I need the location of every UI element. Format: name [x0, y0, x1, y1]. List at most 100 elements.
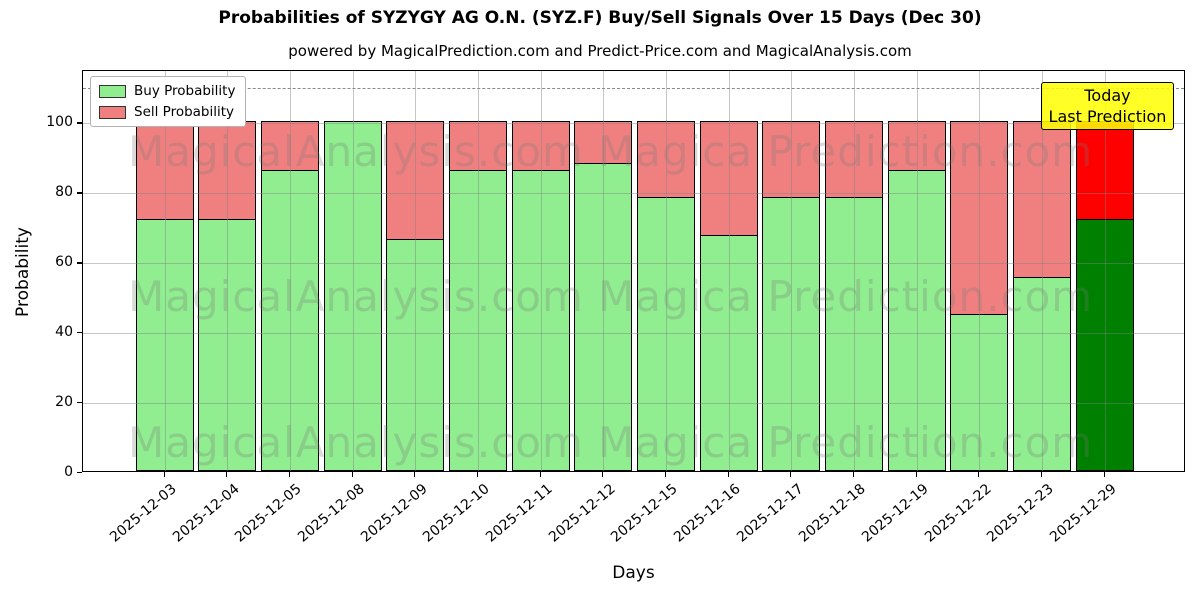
- bar-sell: [950, 121, 1009, 315]
- bar-sell: [887, 121, 946, 172]
- dashed-reference-line: [83, 88, 1184, 90]
- x-tick-label: 2025-12-16: [671, 481, 744, 546]
- y-tick-mark: [77, 262, 82, 264]
- y-gridline: [83, 263, 1184, 265]
- y-tick-label: 60: [55, 254, 73, 271]
- x-tick-mark: [539, 472, 541, 477]
- bar-buy: [762, 196, 821, 471]
- y-tick-label: 40: [55, 324, 73, 341]
- watermark-magicaprediction: Magica Prediction.com: [598, 272, 1094, 321]
- watermark-magicalanalysis: MagicalAnalysis.com: [128, 272, 584, 321]
- x-axis-title: Days: [612, 563, 655, 583]
- bar-sell-today: [1075, 121, 1134, 221]
- bar-sell: [762, 121, 821, 198]
- x-tick-mark: [664, 472, 667, 477]
- x-gridline: [227, 71, 229, 471]
- bar-buy: [198, 219, 257, 471]
- x-tick-label: 2025-12-10: [420, 481, 494, 546]
- x-tick-mark: [163, 472, 165, 477]
- x-tick-mark: [1103, 472, 1105, 477]
- bar-sell: [824, 121, 883, 198]
- y-gridline: [83, 403, 1184, 405]
- y-tick-mark: [77, 402, 82, 404]
- y-tick-mark: [77, 472, 82, 474]
- x-gridline: [728, 71, 730, 471]
- x-tick-label: 2025-12-15: [608, 481, 682, 546]
- x-gridline: [665, 71, 667, 471]
- x-tick-label: 2025-12-17: [733, 481, 807, 546]
- x-gridline: [477, 71, 479, 471]
- x-tick-mark: [915, 472, 917, 477]
- chart-subtitle: powered by MagicalPrediction.com and Pre…: [288, 42, 912, 60]
- x-tick-mark: [978, 472, 980, 477]
- y-gridline: [83, 333, 1184, 335]
- y-tick-mark: [77, 192, 82, 194]
- bar-buy-today: [1075, 219, 1134, 471]
- y-tick-label: 0: [64, 464, 73, 480]
- x-tick-mark: [351, 472, 353, 477]
- bar-sell: [1012, 121, 1071, 278]
- bar-buy: [636, 196, 695, 471]
- x-tick-mark: [288, 472, 291, 477]
- bar-buy: [699, 235, 758, 471]
- bar-buy: [887, 170, 946, 471]
- x-tick-mark: [852, 472, 855, 477]
- sell-probability-swatch-icon: [99, 105, 126, 119]
- watermark-magicalanalysis: MagicalAnalysis.com: [128, 418, 584, 467]
- x-gridline: [1041, 71, 1043, 471]
- bar-sell: [511, 121, 570, 172]
- x-gridline: [853, 71, 855, 471]
- bar-sell: [448, 121, 507, 172]
- x-tick-label: 2025-12-19: [859, 481, 932, 546]
- x-tick-label: 2025-12-05: [232, 481, 306, 546]
- x-tick-label: 2025-12-08: [295, 481, 368, 546]
- x-tick-mark: [414, 472, 416, 477]
- legend-item-buy: Buy Probability: [99, 83, 235, 99]
- y-tick-label: 80: [55, 184, 73, 201]
- x-tick-mark: [476, 472, 479, 477]
- annotation-line-today: Today: [1084, 86, 1131, 105]
- bar-buy: [323, 121, 382, 471]
- y-gridline: [83, 123, 1184, 125]
- bar-sell: [260, 121, 319, 172]
- bar-buy: [386, 238, 445, 471]
- y-tick-mark: [77, 122, 82, 124]
- bar-sell: [135, 121, 194, 221]
- x-gridline: [352, 71, 354, 471]
- bar-sell: [574, 121, 633, 165]
- x-gridline: [979, 71, 981, 471]
- legend: Buy Probability Sell Probability: [90, 76, 247, 127]
- bar-buy: [824, 196, 883, 471]
- x-tick-mark: [727, 472, 729, 477]
- x-tick-mark: [1040, 472, 1043, 477]
- y-axis-title: Probability: [13, 227, 33, 317]
- x-gridline: [791, 71, 793, 471]
- x-gridline: [1104, 71, 1106, 471]
- bar-buy: [574, 163, 633, 471]
- x-gridline: [289, 71, 291, 471]
- annotation-line-last-prediction: Last Prediction: [1048, 107, 1167, 126]
- x-tick-label: 2025-12-12: [545, 481, 619, 546]
- watermark-magicaprediction: Magica Prediction.com: [598, 127, 1094, 176]
- legend-label-sell: Sell Probability: [134, 104, 235, 120]
- x-tick-mark: [790, 472, 792, 477]
- plot-area: [82, 70, 1185, 472]
- x-gridline: [916, 71, 918, 471]
- watermark-magicalanalysis: MagicalAnalysis.com: [128, 127, 584, 176]
- x-gridline: [603, 71, 605, 471]
- bar-buy: [511, 170, 570, 471]
- x-tick-label: 2025-12-09: [357, 481, 431, 546]
- x-gridline: [415, 71, 417, 471]
- y-tick-label: 20: [55, 394, 73, 411]
- y-gridline: [83, 193, 1184, 195]
- x-tick-label: 2025-12-29: [1047, 481, 1120, 546]
- bar-sell: [699, 121, 758, 237]
- watermark-magicaprediction: Magica Prediction.com: [598, 418, 1094, 467]
- x-tick-mark: [226, 472, 228, 477]
- x-tick-label: 2025-12-04: [169, 481, 243, 546]
- x-tick-label: 2025-12-23: [984, 481, 1058, 546]
- x-tick-label: 2025-12-03: [107, 481, 180, 546]
- x-tick-label: 2025-12-22: [921, 481, 995, 546]
- y-tick-label: 100: [46, 114, 73, 131]
- legend-label-buy: Buy Probability: [134, 83, 236, 99]
